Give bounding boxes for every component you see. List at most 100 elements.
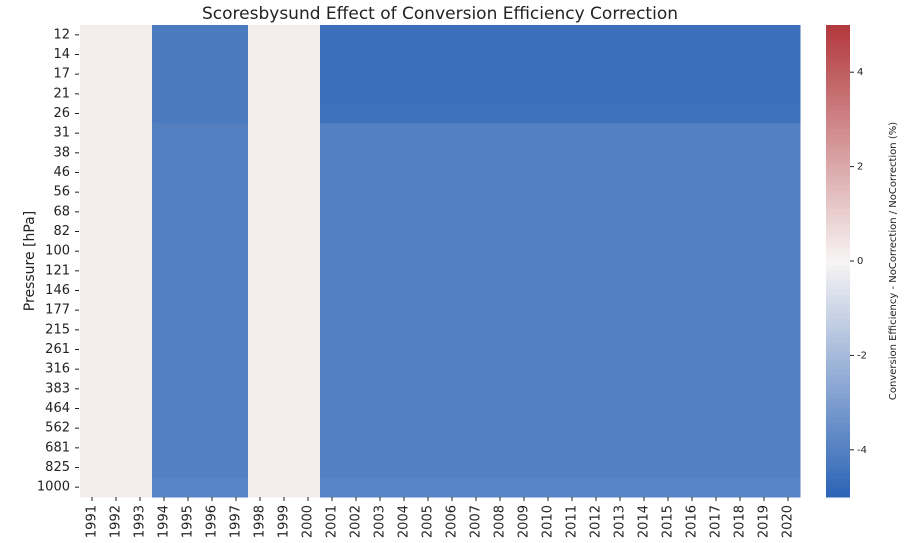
x-tick-label: 2012	[589, 505, 604, 538]
heatmap-cell	[488, 379, 513, 400]
heatmap-cell	[272, 398, 297, 419]
heatmap-cell	[320, 241, 345, 262]
heatmap-cell	[200, 359, 225, 380]
heatmap-cell	[176, 44, 201, 65]
heatmap-cell	[200, 398, 225, 419]
heatmap-cell	[128, 438, 153, 459]
heatmap-cell	[176, 25, 201, 46]
heatmap-cell	[680, 241, 705, 262]
heatmap-cell	[632, 261, 657, 282]
heatmap-cell	[584, 398, 609, 419]
heatmap-cell	[488, 477, 513, 498]
colorbar-step	[826, 194, 850, 201]
heatmap-cell	[128, 25, 153, 46]
colorbar-step	[826, 265, 850, 271]
colorbar-step	[826, 204, 850, 210]
heatmap-cell	[80, 477, 105, 498]
heatmap-cell	[200, 84, 225, 105]
heatmap-cell	[560, 182, 585, 203]
colorbar-step	[826, 430, 850, 437]
heatmap-cell	[488, 25, 513, 46]
heatmap-cell	[704, 418, 729, 439]
x-tick-label: 2010	[541, 505, 556, 538]
heatmap-cell	[512, 221, 537, 242]
heatmap-cell	[368, 182, 393, 203]
heatmap-cell	[704, 261, 729, 282]
heatmap-cell	[464, 457, 489, 478]
colorbar-step	[826, 223, 850, 229]
heatmap-cell	[584, 221, 609, 242]
heatmap-cell	[176, 280, 201, 301]
colorbar-step	[826, 143, 850, 149]
heatmap-cell	[560, 162, 585, 183]
heatmap-cell	[296, 300, 321, 321]
heatmap-cell	[104, 143, 129, 164]
heatmap-cell	[776, 261, 801, 282]
y-tick-label: 146	[45, 283, 70, 298]
heatmap-cell	[344, 143, 369, 164]
heatmap-cell	[656, 44, 681, 65]
colorbar-step	[826, 317, 850, 323]
heatmap-cell	[488, 84, 513, 105]
heatmap-cell	[176, 241, 201, 262]
heatmap-cell	[704, 339, 729, 360]
heatmap-cell	[368, 123, 393, 144]
heatmap-cell	[272, 25, 297, 46]
heatmap-cell	[608, 379, 633, 400]
heatmap-cell	[392, 182, 417, 203]
heatmap-cell	[368, 320, 393, 341]
colorbar-step	[826, 331, 850, 338]
heatmap-cell	[752, 182, 777, 203]
heatmap-cell	[296, 280, 321, 301]
heatmap-cell	[104, 379, 129, 400]
heatmap-cell	[728, 84, 753, 105]
heatmap-cell	[248, 261, 273, 282]
heatmap-cell	[632, 162, 657, 183]
heatmap-cell	[344, 162, 369, 183]
heatmap-cell	[128, 280, 153, 301]
heatmap-cell	[392, 320, 417, 341]
heatmap-cell	[584, 103, 609, 124]
colorbar-step	[826, 190, 850, 196]
heatmap-cell	[176, 202, 201, 223]
colorbar-step	[826, 157, 850, 163]
heatmap-cell	[296, 477, 321, 498]
colorbar-step	[826, 454, 850, 460]
heatmap-cell	[656, 182, 681, 203]
heatmap-cell	[368, 64, 393, 85]
heatmap-cell	[632, 44, 657, 65]
heatmap-cell	[464, 320, 489, 341]
heatmap-cell	[416, 261, 441, 282]
heatmap-cell	[392, 438, 417, 459]
heatmap-cell	[728, 44, 753, 65]
heatmap-cell	[392, 379, 417, 400]
heatmap-cell	[272, 300, 297, 321]
heatmap-cell	[152, 379, 177, 400]
heatmap-cell	[512, 398, 537, 419]
heatmap-cell	[656, 457, 681, 478]
colorbar-step	[826, 62, 850, 68]
heatmap-cell	[80, 280, 105, 301]
heatmap-cell	[560, 477, 585, 498]
heatmap-cell	[536, 123, 561, 144]
heatmap-cell	[536, 44, 561, 65]
heatmap-cell	[320, 359, 345, 380]
heatmap-cell	[752, 359, 777, 380]
heatmap-cell	[368, 44, 393, 65]
colorbar-tick-label: -2	[857, 350, 867, 361]
heatmap-cell	[536, 221, 561, 242]
heatmap-cell	[464, 182, 489, 203]
heatmap-cell	[104, 438, 129, 459]
y-tick-label: 12	[53, 27, 70, 42]
heatmap-cell	[560, 438, 585, 459]
heatmap-cell	[488, 123, 513, 144]
colorbar-step	[826, 76, 850, 83]
heatmap-cell	[512, 320, 537, 341]
heatmap-cell	[632, 241, 657, 262]
heatmap-cell	[704, 398, 729, 419]
heatmap-cell	[776, 103, 801, 124]
heatmap-cell	[680, 477, 705, 498]
heatmap-cell	[200, 477, 225, 498]
heatmap-cell	[224, 398, 249, 419]
heatmap-cell	[560, 300, 585, 321]
